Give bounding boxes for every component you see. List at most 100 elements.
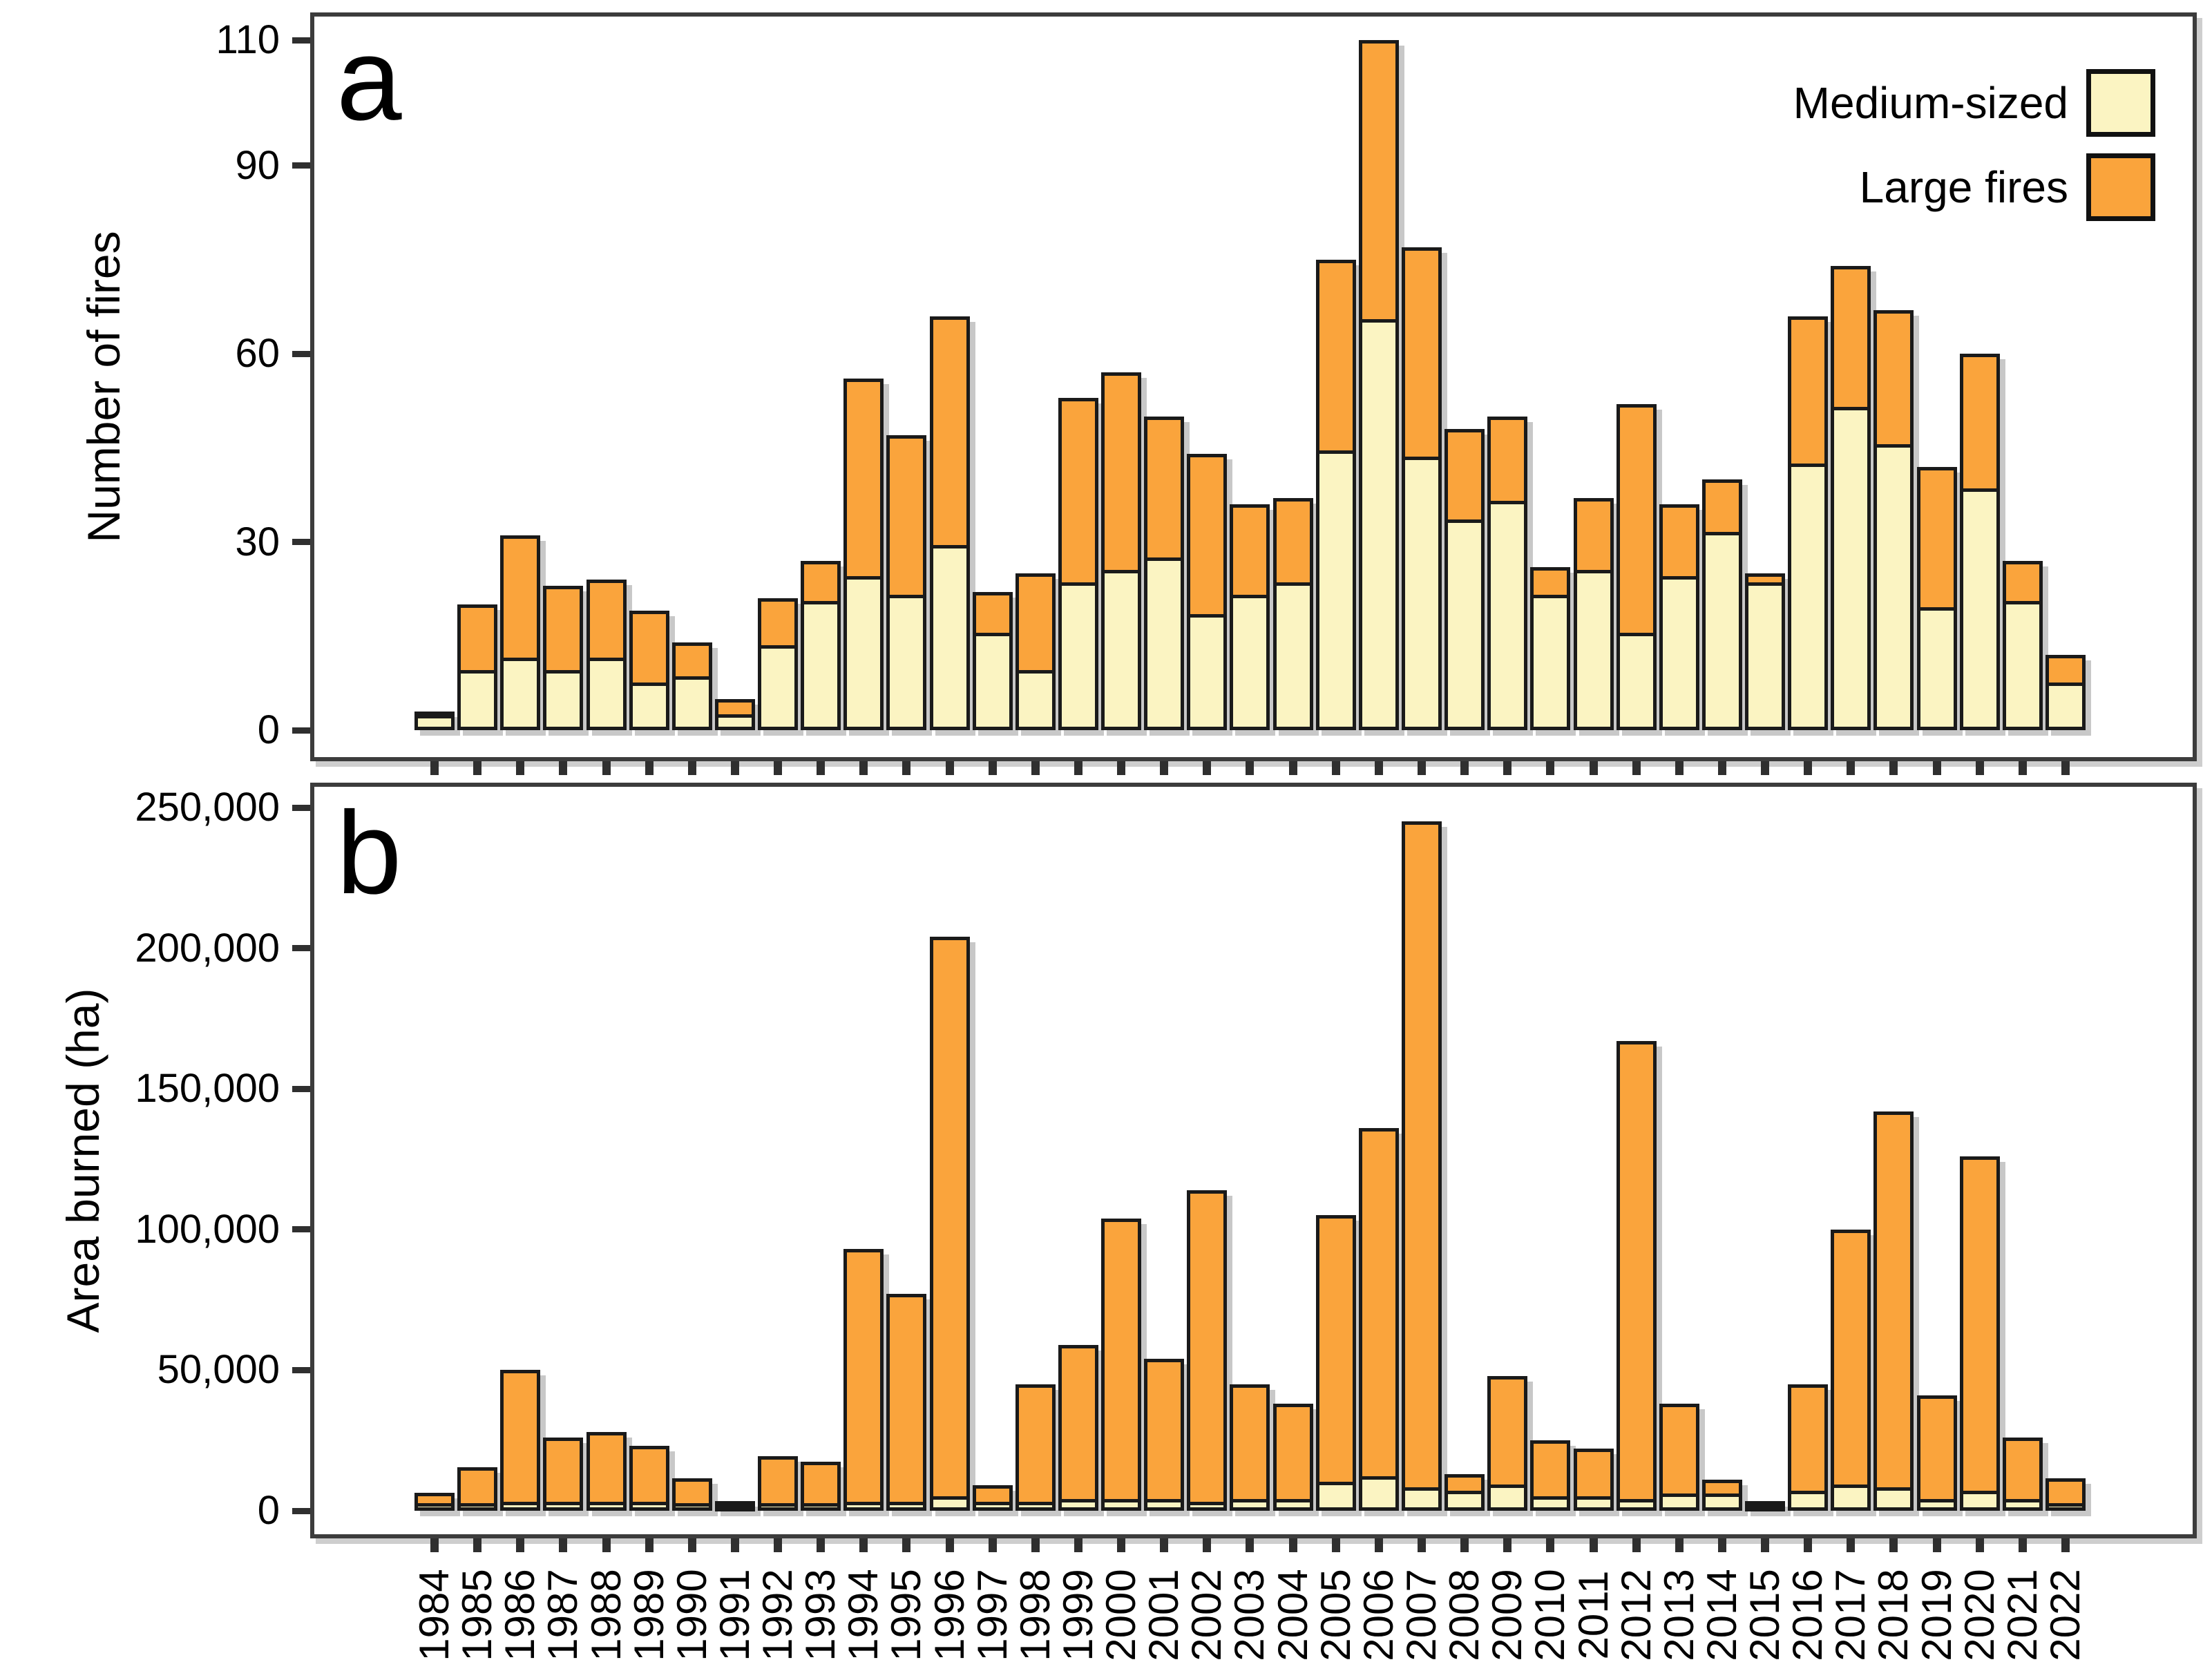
bar-2013-medium-segment (1659, 580, 1699, 730)
panel-b-x-tick (2018, 1538, 2027, 1552)
bar-2019-medium-segment (1916, 611, 1957, 730)
bar-2012-medium-segment (1616, 636, 1657, 730)
bar-1997 (972, 592, 1013, 730)
bar-2011-medium-segment (1573, 573, 1614, 730)
bar-1984-medium-segment (414, 1506, 455, 1511)
bar-1988-large-segment (586, 580, 627, 662)
bar-1994 (843, 1249, 884, 1511)
bar-2012-medium-segment (1616, 1502, 1657, 1511)
bar-1990-large-segment (671, 642, 712, 680)
panel-b-x-tick (730, 1538, 739, 1552)
bar-1996-large-segment (929, 316, 970, 548)
panel_b-y-tick-label: 0 (257, 1488, 280, 1533)
bar-2009-large-segment (1487, 1375, 1528, 1489)
bar-2000-large-segment (1101, 1218, 1142, 1502)
bar-2021-medium-segment (2002, 604, 2043, 730)
bar-1998-large-segment (1015, 1384, 1056, 1505)
legend-swatch-large-icon (2086, 153, 2155, 221)
bar-1993 (801, 1461, 841, 1511)
panel_a-y-tick (292, 37, 310, 44)
bar-1985-medium-segment (457, 674, 498, 730)
bar-1984-large-segment (414, 1492, 455, 1507)
panel_a-y-tick-label: 60 (235, 331, 280, 376)
year-label-2016: 2016 (1784, 1569, 1831, 1661)
panel-b-x-tick (473, 1538, 482, 1552)
bar-2012 (1616, 1040, 1657, 1511)
bar-2002 (1187, 1190, 1228, 1511)
bar-1985-medium-segment (457, 1506, 498, 1511)
bar-2011-large-segment (1573, 1449, 1614, 1500)
bar-2002-medium-segment (1187, 1505, 1228, 1511)
bar-1992-medium-segment (758, 1506, 799, 1511)
bar-2022 (2045, 655, 2086, 730)
bar-2020-large-segment (1959, 354, 2000, 492)
bar-2004 (1272, 497, 1313, 730)
year-label-1992: 1992 (754, 1569, 801, 1661)
bar-2009 (1487, 1375, 1528, 1511)
bar-1997-large-segment (972, 592, 1013, 636)
panel-a-x-tick (1374, 761, 1383, 775)
panel-b-x-tick (1975, 1538, 1984, 1552)
bar-2014-large-segment (1701, 479, 1742, 536)
panel_a-y-tick-label: 90 (235, 142, 280, 188)
bar-1984 (414, 711, 455, 730)
bar-1988-medium-segment (586, 661, 627, 730)
bar-2022-medium-segment (2045, 1506, 2086, 1511)
bar-2013 (1659, 504, 1699, 730)
panel-a-x-tick (1160, 761, 1169, 775)
bar-1998-medium-segment (1015, 674, 1056, 730)
bar-2012 (1616, 403, 1657, 730)
bar-2014 (1701, 1480, 1742, 1511)
bar-2021-large-segment (2002, 560, 2043, 605)
bar-1987-medium-segment (543, 674, 584, 730)
bar-2013-large-segment (1659, 1404, 1699, 1497)
panel-a-x-tick (1460, 761, 1469, 775)
bar-1988 (586, 1431, 627, 1511)
bar-2014-medium-segment (1701, 1496, 1742, 1511)
bar-2005 (1315, 259, 1356, 730)
bar-2019-large-segment (1916, 466, 1957, 611)
bar-2009 (1487, 416, 1528, 730)
panel-b-x-tick (687, 1538, 696, 1552)
panel-a-x-tick (1417, 761, 1426, 775)
bar-1994-medium-segment (843, 1505, 884, 1511)
bar-1987-medium-segment (543, 1505, 584, 1511)
bar-2011 (1573, 1449, 1614, 1511)
panel-a-x-tick (945, 761, 954, 775)
bar-2007-medium-segment (1401, 1491, 1442, 1511)
panel-a-x-tick (902, 761, 911, 775)
bar-2003-medium-segment (1230, 1502, 1270, 1511)
bar-1989 (629, 1446, 669, 1511)
bar-2017-medium-segment (1831, 1488, 1871, 1511)
year-label-2010: 2010 (1527, 1569, 1574, 1661)
bar-1996-medium-segment (929, 1499, 970, 1511)
bar-2005 (1315, 1215, 1356, 1511)
bar-2018-medium-segment (1873, 448, 1914, 730)
bar-1984 (414, 1492, 455, 1511)
bar-2007 (1401, 821, 1442, 1511)
panel-b-x-tick (602, 1538, 611, 1552)
bar-2009-medium-segment (1487, 504, 1528, 730)
legend-row-large: Large fires (1860, 153, 2155, 221)
bar-1991-large-segment (714, 1500, 755, 1508)
bar-1999-medium-segment (1058, 586, 1098, 730)
year-label-2002: 2002 (1183, 1569, 1230, 1661)
bar-2010-medium-segment (1530, 598, 1571, 730)
bar-2014-large-segment (1701, 1480, 1742, 1497)
bar-1986-medium-segment (500, 661, 541, 730)
bar-1987-large-segment (543, 586, 584, 674)
bar-2014 (1701, 479, 1742, 730)
bar-2002 (1187, 454, 1228, 730)
year-label-2020: 2020 (1956, 1569, 2003, 1661)
bar-1989-large-segment (629, 611, 669, 687)
bar-2001 (1144, 1359, 1185, 1511)
panel_b-y-tick-label: 200,000 (135, 925, 280, 971)
bar-1992-large-segment (758, 1455, 799, 1507)
panel-b-x-tick (1074, 1538, 1083, 1552)
bar-2005-large-segment (1315, 1215, 1356, 1486)
bar-1996 (929, 937, 970, 1511)
legend-row-medium: Medium-sized (1793, 69, 2155, 137)
bar-1986 (500, 535, 541, 730)
bar-2020 (1959, 1156, 2000, 1511)
bar-1998 (1015, 1384, 1056, 1511)
